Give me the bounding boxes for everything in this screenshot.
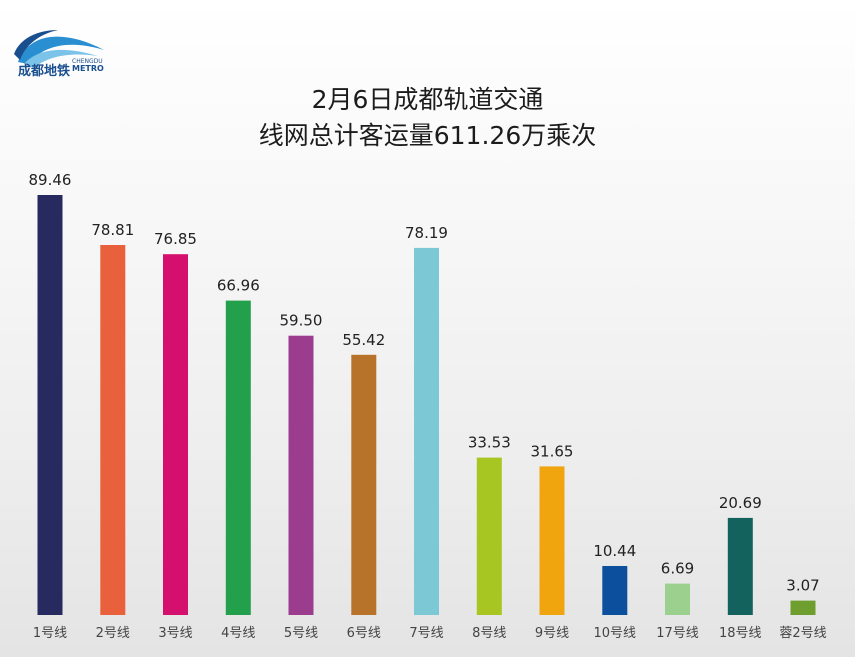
chart-title: 2月6日成都轨道交通 线网总计客运量611.26万乘次 — [0, 82, 855, 154]
data-label: 78.19 — [405, 224, 448, 242]
bar-12 — [727, 517, 753, 615]
data-label: 3.07 — [786, 577, 819, 595]
x-tick-label: 18号线 — [719, 626, 762, 641]
logo-text-en-small: CHENGDU — [72, 58, 103, 65]
chart-title-line2: 线网总计客运量611.26万乘次 — [258, 121, 597, 150]
x-tick-label: 5号线 — [284, 626, 318, 641]
data-label: 31.65 — [531, 442, 574, 460]
wave-icon — [18, 36, 104, 64]
x-tick-label: 蓉2号线 — [779, 626, 826, 641]
data-label: 89.46 — [29, 171, 72, 189]
data-label: 66.96 — [217, 277, 260, 295]
bar-5 — [288, 335, 314, 615]
logo-text-en-main: METRO — [72, 64, 104, 73]
chart-title-line1: 2月6日成都轨道交通 — [311, 85, 544, 114]
bar-13 — [790, 600, 816, 615]
data-label: 55.42 — [342, 331, 385, 349]
x-tick-label: 6号线 — [347, 626, 381, 641]
bar-9 — [539, 466, 565, 615]
bar-10 — [602, 566, 628, 615]
data-label: 33.53 — [468, 434, 511, 452]
bar-4 — [225, 300, 251, 615]
x-tick-label: 1号线 — [33, 626, 67, 641]
bar-7 — [414, 247, 439, 615]
x-tick-label: 3号线 — [158, 626, 192, 641]
data-label: 78.81 — [91, 221, 134, 239]
logo-text-cn: 成都地铁 — [18, 64, 71, 79]
bar-11 — [665, 583, 690, 615]
data-label: 20.69 — [719, 494, 762, 512]
bar-8 — [476, 457, 502, 615]
x-tick-label: 4号线 — [221, 626, 255, 641]
x-tick-label: 10号线 — [594, 626, 637, 641]
x-tick-label: 2号线 — [96, 626, 130, 641]
bar-3 — [163, 254, 188, 615]
logo-text-en: CHENGDU METRO — [72, 58, 104, 73]
data-label: 10.44 — [593, 542, 636, 560]
x-tick-label: 17号线 — [656, 626, 699, 641]
bar-6 — [351, 354, 377, 615]
chengdu-metro-logo — [14, 30, 104, 68]
bar-2 — [100, 245, 126, 615]
bar-1 — [37, 195, 63, 615]
data-label: 76.85 — [154, 230, 197, 248]
x-tick-label: 9号线 — [535, 626, 569, 641]
x-tick-label: 7号线 — [409, 626, 443, 641]
x-tick-label: 8号线 — [472, 626, 506, 641]
data-label: 59.50 — [280, 312, 323, 330]
data-label: 6.69 — [661, 560, 694, 578]
